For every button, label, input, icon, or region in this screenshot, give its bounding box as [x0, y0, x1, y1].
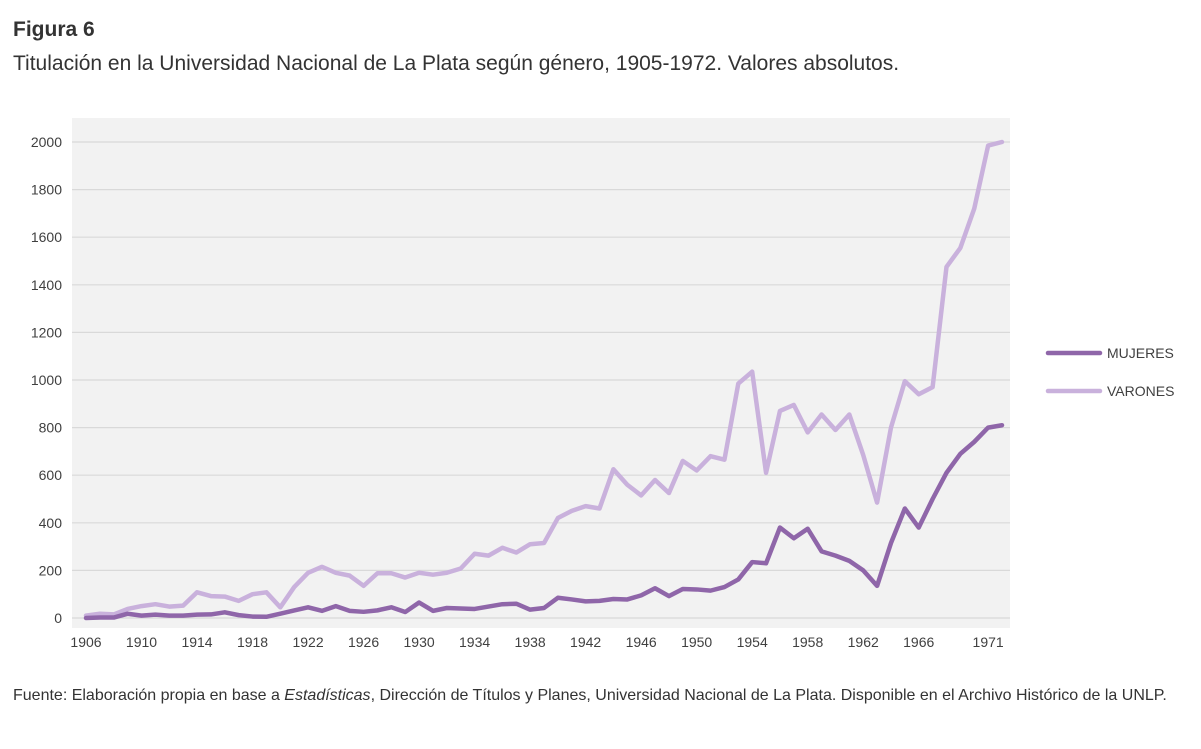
plot-area [72, 118, 1010, 628]
y-tick-label: 2000 [31, 134, 62, 150]
legend-label-varones: VARONES [1107, 383, 1174, 399]
x-tick-label: 1971 [973, 634, 1004, 650]
x-tick-label: 1954 [737, 634, 768, 650]
x-tick-label: 1958 [792, 634, 823, 650]
figure-label: Figura 6 [13, 18, 95, 41]
y-tick-label: 400 [39, 515, 63, 531]
y-tick-label: 1600 [31, 229, 62, 245]
x-tick-label: 1934 [459, 634, 490, 650]
y-tick-label: 200 [39, 562, 63, 578]
x-tick-label: 1910 [126, 634, 157, 650]
x-tick-label: 1966 [903, 634, 934, 650]
series-lines [83, 139, 1005, 621]
x-tick-label: 1906 [70, 634, 101, 650]
footnote-text-start: Fuente: Elaboración propia en base a [13, 687, 285, 704]
x-tick-label: 1930 [404, 634, 435, 650]
x-tick-label: 1918 [237, 634, 268, 650]
y-tick-label: 1200 [31, 324, 62, 340]
source-footnote: Fuente: Elaboración propia en base a Est… [13, 684, 1183, 708]
x-tick-label: 1938 [515, 634, 546, 650]
y-axis-ticks: 0 200 400 600 800 1000 1200 1400 1600 1800 2000 [31, 134, 62, 626]
x-tick-label: 1922 [292, 634, 323, 650]
y-tick-label: 0 [54, 610, 62, 626]
x-tick-label: 1946 [626, 634, 657, 650]
x-tick-label: 1926 [348, 634, 379, 650]
footnote-italic-source: Estadísticas [284, 687, 371, 704]
legend-label-mujeres: MUJERES [1107, 345, 1174, 361]
y-tick-label: 800 [39, 420, 63, 436]
x-tick-label: 1942 [570, 634, 601, 650]
x-tick-label: 1914 [181, 634, 212, 650]
series-line-varones [83, 139, 1005, 618]
x-tick-label: 1950 [681, 634, 712, 650]
series-line-mujeres [83, 422, 1005, 621]
legend: MUJERES VARONES [1045, 345, 1174, 399]
figure-title: Titulación en la Universidad Nacional de… [13, 52, 900, 75]
x-tick-label: 1962 [848, 634, 879, 650]
gridlines [72, 141, 1010, 619]
x-axis-ticks: 1906 1910 1914 1918 1922 1926 1930 1934 1938 1942… [70, 634, 1003, 650]
footnote-text-end: , Dirección de Títulos y Planes, Univers… [370, 687, 1167, 704]
y-tick-label: 600 [39, 467, 63, 483]
y-tick-label: 1000 [31, 372, 62, 388]
y-tick-label: 1800 [31, 182, 62, 198]
y-tick-label: 1400 [31, 277, 62, 293]
